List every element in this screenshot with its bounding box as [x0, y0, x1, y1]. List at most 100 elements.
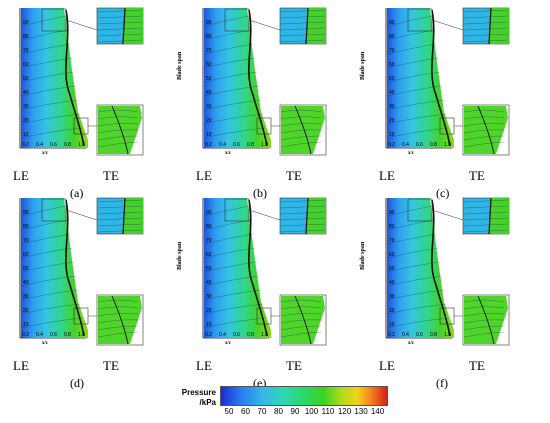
y-tick-label: 30 — [206, 294, 212, 300]
x-tick-label: 0.6 — [416, 142, 423, 148]
y-tick-label: 10 — [23, 132, 29, 138]
color-bar-tick: 140 — [370, 407, 385, 416]
y-tick-label: 60 — [389, 62, 395, 68]
y-tick-label: 90 — [389, 20, 395, 26]
y-tick-label: 10 — [389, 132, 395, 138]
trailing-edge-label: TE — [103, 358, 119, 373]
xc-axis-label: x/c — [225, 341, 232, 346]
panel-b: 10 20 30 40 50 60 70 80 90 0.2 0.4 0.6 0.8 1.0 Blade s… — [177, 0, 366, 200]
y-tick-label: 80 — [389, 224, 395, 230]
x-tick-label: 1.0 — [261, 142, 268, 148]
y-tick-label: 60 — [389, 252, 395, 258]
x-tick-label: 0.6 — [233, 332, 240, 338]
x-tick-label: 0.4 — [219, 142, 226, 148]
x-tick-label: 0.8 — [430, 142, 437, 148]
y-tick-label: 60 — [206, 62, 212, 68]
x-tick-label: 1.0 — [78, 332, 85, 338]
trailing-edge-label: TE — [103, 168, 119, 183]
y-tick-label: 80 — [206, 34, 212, 40]
panel-a: 10 20 30 40 50 60 70 80 90 0.2 0.4 0.6 0.8 1.0 Blade s… — [0, 0, 183, 200]
x-tick-label: 0.4 — [402, 142, 409, 148]
leading-edge-label: LE — [13, 168, 29, 183]
y-tick-label: 20 — [389, 308, 395, 314]
x-tick-label: 0.2 — [388, 332, 395, 338]
y-tick-label: 50 — [206, 76, 212, 82]
x-tick-label: 1.0 — [261, 332, 268, 338]
y-tick-label: 70 — [23, 238, 29, 244]
panel-caption: (a) — [70, 186, 84, 200]
x-tick-label: 1.0 — [444, 142, 451, 148]
y-tick-label: 40 — [23, 90, 29, 96]
y-tick-label: 90 — [206, 20, 212, 26]
x-tick-label: 1.0 — [444, 332, 451, 338]
x-tick-label: 0.4 — [402, 332, 409, 338]
panel-caption: (d) — [70, 376, 84, 390]
y-tick-label: 30 — [389, 294, 395, 300]
x-tick-label: 0.8 — [247, 142, 254, 148]
y-tick-label: 20 — [23, 308, 29, 314]
blade-contour-d: 10 20 30 40 50 60 70 80 90 0.2 0.4 0.6 0.8 1.0 — [19, 197, 144, 346]
y-tick-label: 60 — [23, 252, 29, 258]
x-tick-label: 0.6 — [50, 332, 57, 338]
x-tick-label: 0.6 — [50, 142, 57, 148]
y-tick-label: 40 — [206, 280, 212, 286]
color-bar-tick: 100 — [304, 407, 319, 416]
blade-span-axis-label: Blade span — [177, 241, 183, 270]
y-tick-label: 70 — [206, 238, 212, 244]
y-tick-label: 70 — [389, 238, 395, 244]
y-tick-label: 70 — [389, 48, 395, 54]
y-tick-label: 30 — [23, 294, 29, 300]
y-tick-label: 30 — [206, 104, 212, 110]
y-tick-label: 40 — [389, 280, 395, 286]
panel-e: 10 20 30 40 50 60 70 80 90 0.2 0.4 0.6 0.8 1.0 Blade s… — [177, 190, 366, 390]
y-tick-label: 10 — [389, 322, 395, 328]
color-bar-tick: 130 — [354, 407, 368, 416]
panel-caption: (c) — [436, 186, 450, 200]
blade-span-axis-label: Blade span — [177, 51, 183, 80]
x-tick-label: 0.4 — [36, 332, 43, 338]
y-tick-label: 80 — [23, 224, 29, 230]
color-bar-tick: 90 — [290, 407, 300, 416]
blade-contour-b: 10 20 30 40 50 60 70 80 90 0.2 0.4 0.6 0.8 1.0 — [202, 7, 327, 156]
y-tick-label: 30 — [23, 104, 29, 110]
y-tick-label: 60 — [206, 252, 212, 258]
xc-axis-label: x/c — [408, 341, 415, 346]
legend-title-line2: /kPa — [199, 398, 216, 407]
y-tick-label: 90 — [23, 210, 29, 216]
color-bar-tick: 110 — [321, 407, 335, 416]
x-tick-label: 1.0 — [78, 142, 85, 148]
blade-span-axis-label: Blade span — [360, 51, 366, 80]
y-tick-label: 50 — [23, 76, 29, 82]
y-tick-label: 40 — [23, 280, 29, 286]
y-tick-label: 10 — [23, 322, 29, 328]
legend-title-line1: Pressure — [181, 388, 216, 397]
x-tick-label: 0.8 — [430, 332, 437, 338]
x-tick-label: 0.2 — [205, 332, 212, 338]
y-tick-label: 60 — [23, 62, 29, 68]
blade-span-axis-label: Blade span — [360, 241, 366, 270]
y-tick-label: 50 — [389, 76, 395, 82]
blade-contour-c: 10 20 30 40 50 60 70 80 90 0.2 0.4 0.6 0.8 1.0 — [385, 7, 510, 156]
blade-contour-e: 10 20 30 40 50 60 70 80 90 0.2 0.4 0.6 0.8 1.0 — [202, 197, 327, 346]
y-tick-label: 30 — [389, 104, 395, 110]
y-tick-label: 10 — [206, 322, 212, 328]
xc-axis-label: x/c — [225, 151, 232, 156]
x-tick-label: 0.2 — [205, 142, 212, 148]
x-tick-label: 0.6 — [416, 332, 423, 338]
color-bar-tick: 70 — [257, 407, 267, 416]
panel-caption: (f) — [436, 376, 448, 390]
panel-f: 10 20 30 40 50 60 70 80 90 0.2 0.4 0.6 0.8 1.0 Blade s… — [360, 190, 549, 390]
y-tick-label: 90 — [23, 20, 29, 26]
blade-contour-f: 10 20 30 40 50 60 70 80 90 0.2 0.4 0.6 0.8 1.0 — [385, 197, 510, 346]
y-tick-label: 20 — [389, 118, 395, 124]
x-tick-label: 0.2 — [388, 142, 395, 148]
y-tick-label: 50 — [206, 266, 212, 272]
y-tick-label: 80 — [389, 34, 395, 40]
leading-edge-label: LE — [196, 358, 212, 373]
color-bar-tick: 80 — [274, 407, 283, 416]
xc-axis-label: x/c — [408, 151, 415, 156]
trailing-edge-label: TE — [286, 168, 302, 183]
y-tick-label: 80 — [23, 34, 29, 40]
trailing-edge-label: TE — [469, 358, 485, 373]
y-tick-label: 40 — [389, 90, 395, 96]
